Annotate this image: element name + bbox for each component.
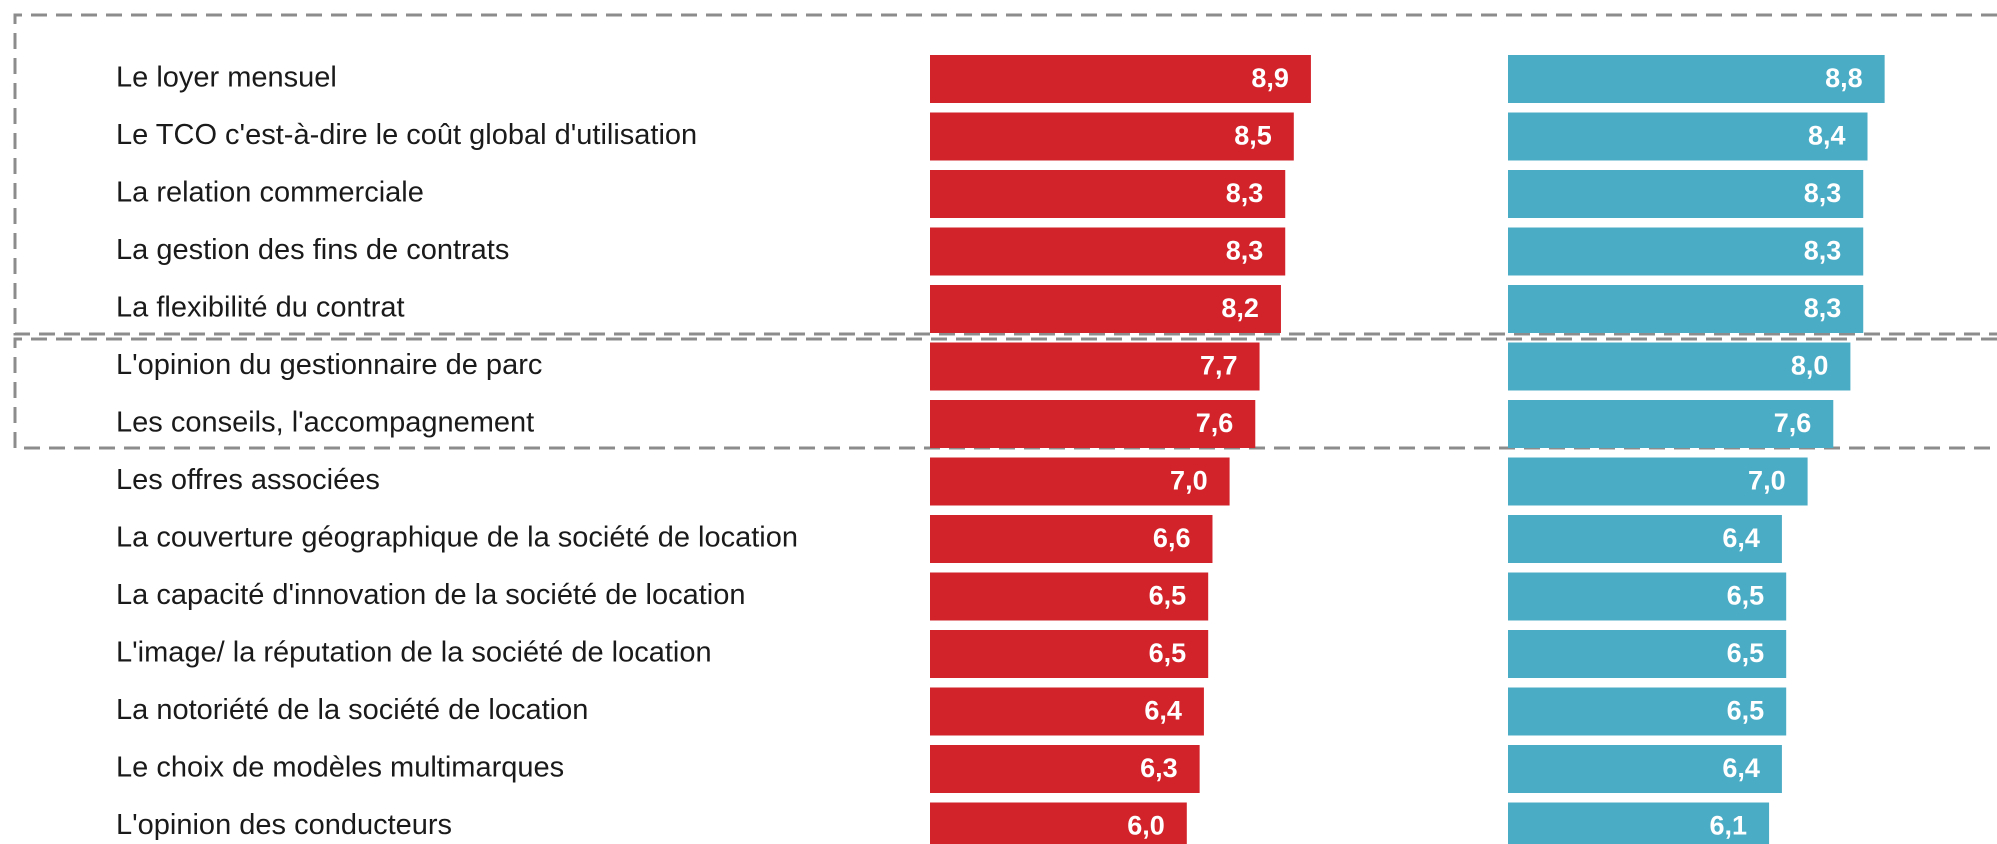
value-label: 8,8 [1825, 63, 1863, 93]
value-label: 6,6 [1153, 523, 1191, 553]
bar [1508, 515, 1782, 563]
value-label: 7,7 [1200, 351, 1238, 381]
value-label: 6,4 [1722, 523, 1760, 553]
bar [930, 400, 1256, 448]
bar [1508, 687, 1787, 736]
value-label: 7,6 [1774, 408, 1812, 438]
bar [930, 170, 1286, 218]
bar [930, 802, 1187, 844]
category-label: L'image/ la réputation de la société de … [116, 637, 712, 669]
bar [930, 55, 1311, 103]
value-label: 8,3 [1804, 236, 1842, 266]
bar [1508, 342, 1851, 391]
bar [930, 515, 1213, 563]
category-label: Le TCO c'est-à-dire le coût global d'uti… [116, 119, 697, 151]
bar [1508, 630, 1787, 678]
value-label: 6,5 [1149, 581, 1187, 611]
value-label: 8,9 [1251, 63, 1289, 93]
value-label: 6,1 [1710, 811, 1748, 841]
category-label: La relation commerciale [116, 177, 424, 209]
category-label: L'opinion du gestionnaire de parc [116, 349, 542, 381]
value-label: 6,3 [1140, 753, 1178, 783]
value-label: 7,0 [1170, 466, 1208, 496]
value-label: 7,6 [1196, 408, 1234, 438]
value-label: 6,0 [1127, 811, 1165, 841]
bar [930, 285, 1281, 333]
bar [930, 630, 1209, 678]
value-label: 8,5 [1234, 121, 1272, 151]
bar [930, 112, 1294, 161]
category-label: La notoriété de la société de location [116, 694, 588, 726]
category-label: La couverture géographique de la société… [116, 522, 798, 554]
bar [930, 745, 1200, 793]
value-label: 6,5 [1727, 696, 1765, 726]
category-label: La capacité d'innovation de la société d… [116, 579, 745, 611]
bar [1508, 227, 1864, 276]
category-label: La flexibilité du contrat [116, 292, 405, 324]
bar [1508, 745, 1782, 793]
bar [1508, 55, 1885, 103]
bar [930, 687, 1204, 736]
value-label: 8,3 [1226, 178, 1264, 208]
bar [930, 342, 1260, 391]
category-label: Les conseils, l'accompagnement [116, 407, 534, 439]
group-frame [13, 13, 1997, 336]
value-label: 6,5 [1727, 581, 1765, 611]
value-label: 8,3 [1226, 236, 1264, 266]
bar [1508, 112, 1868, 161]
value-label: 8,3 [1804, 178, 1842, 208]
value-label: 6,4 [1144, 696, 1182, 726]
bar [1508, 572, 1787, 621]
value-label: 7,0 [1748, 466, 1786, 496]
category-label: Le choix de modèles multimarques [116, 752, 564, 784]
bar [930, 227, 1286, 276]
bar [1508, 802, 1770, 844]
category-label: L'opinion des conducteurs [116, 809, 452, 841]
category-label: Le loyer mensuel [116, 62, 337, 94]
bar [1508, 400, 1834, 448]
bar [1508, 285, 1864, 333]
bar [1508, 170, 1864, 218]
category-label: La gestion des fins de contrats [116, 234, 509, 266]
value-label: 8,3 [1804, 293, 1842, 323]
bar [930, 457, 1230, 506]
value-label: 6,5 [1149, 638, 1187, 668]
category-label: Les offres associées [116, 464, 380, 496]
value-label: 6,5 [1727, 638, 1765, 668]
value-label: 8,0 [1791, 351, 1829, 381]
value-label: 6,4 [1722, 753, 1760, 783]
bar [930, 572, 1209, 621]
value-label: 8,2 [1221, 293, 1259, 323]
bar [1508, 457, 1808, 506]
value-label: 8,4 [1808, 121, 1846, 151]
